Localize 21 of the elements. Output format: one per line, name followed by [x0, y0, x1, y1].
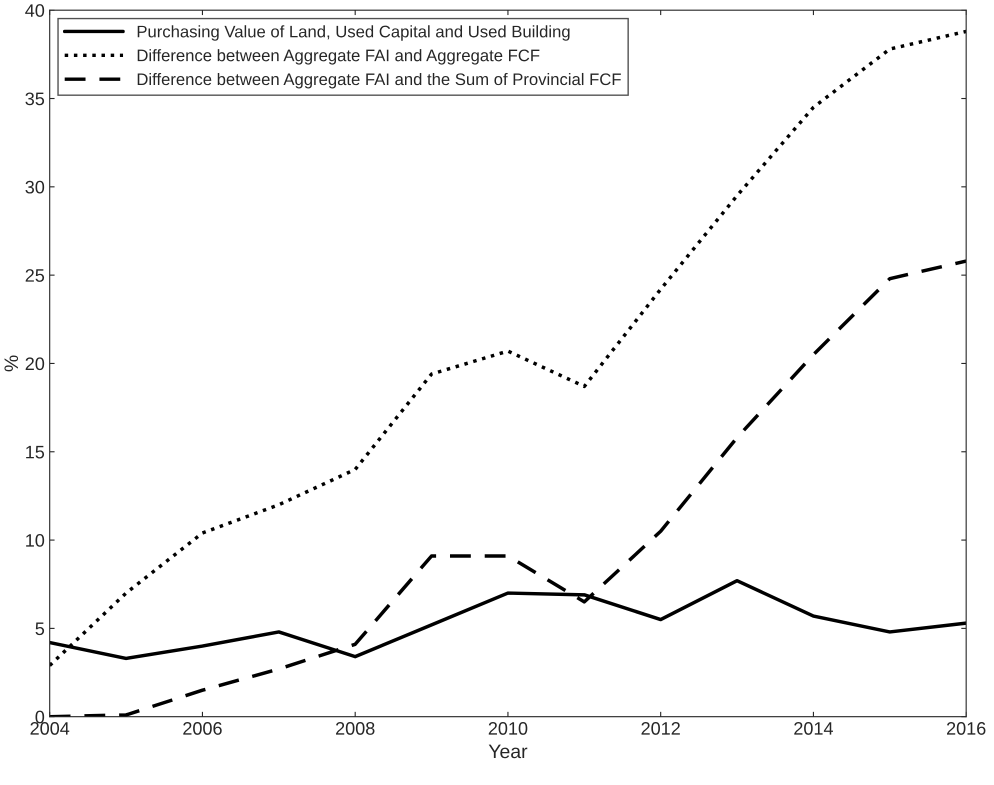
y-tick-label: 30 — [25, 180, 44, 194]
y-tick-label: 5 — [36, 622, 44, 636]
y-tick-label: 35 — [25, 92, 44, 106]
x-tick-label: 2010 — [488, 722, 528, 735]
y-tick-label: 40 — [25, 4, 44, 17]
y-tick-label: 0 — [36, 710, 44, 724]
x-tick-label: 2004 — [30, 722, 70, 735]
x-axis-title: Year — [488, 744, 528, 758]
y-tick-label: 10 — [26, 534, 44, 547]
y-axis-title: % — [4, 356, 18, 372]
y-tick-label: 20 — [26, 357, 44, 370]
x-tick-label: 2014 — [794, 722, 833, 735]
y-tick-label: 25 — [26, 269, 44, 282]
x-tick-label: 2012 — [642, 722, 680, 735]
x-tick-label: 2008 — [336, 722, 374, 735]
x-tick-label: 2006 — [183, 722, 222, 735]
legend-label: Difference between Aggregate FAI and Aggregate FCF — [138, 49, 540, 65]
legend-label: Purchasing Value of Land, Used Capital and Used Building — [138, 25, 570, 41]
x-tick-label: 2016 — [946, 722, 986, 735]
y-tick-label: 15 — [26, 446, 44, 458]
legend-label: Difference between Aggregate FAI and the Sum of Provincial FCF — [138, 72, 621, 88]
